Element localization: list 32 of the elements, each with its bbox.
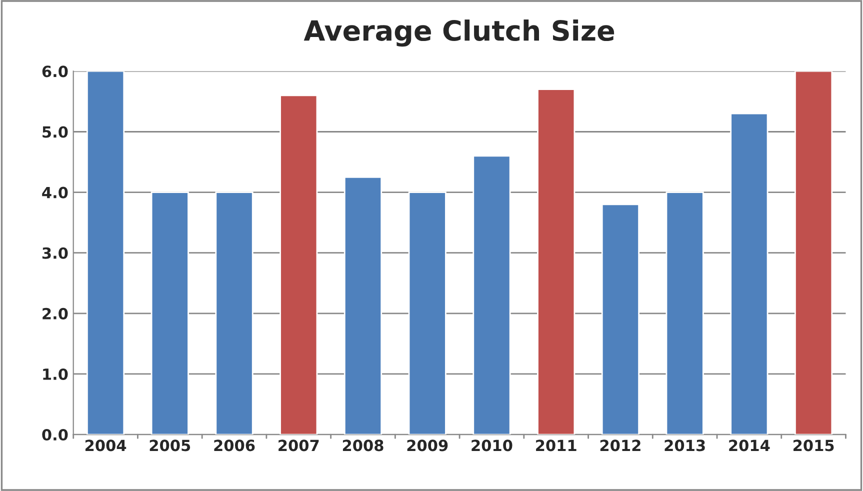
x-tick-label: 2007 <box>278 440 319 452</box>
bar <box>150 192 189 435</box>
y-tick-label: 5.0 <box>42 126 68 138</box>
bar <box>472 155 511 435</box>
bar <box>408 192 446 435</box>
chart-title: Average Clutch Size <box>304 20 614 47</box>
bar <box>86 71 125 435</box>
bar <box>280 94 318 435</box>
y-tick-label: 4.0 <box>42 186 68 198</box>
bar <box>215 192 254 435</box>
bar <box>601 204 640 435</box>
x-tick-label: 2009 <box>407 440 448 452</box>
y-tick-label: 6.0 <box>42 66 68 78</box>
bar <box>344 176 382 435</box>
x-tick-label: 2012 <box>600 440 640 452</box>
bar <box>794 71 833 435</box>
y-tick-label: 0.0 <box>42 429 68 441</box>
bar <box>537 88 576 435</box>
x-tick-label: 2005 <box>150 440 190 452</box>
bar <box>666 192 704 435</box>
y-tick-label: 3.0 <box>42 247 68 259</box>
x-tick-label: 2013 <box>664 440 705 452</box>
x-tick-label: 2015 <box>794 440 834 452</box>
bar <box>730 112 768 435</box>
y-tick-label: 1.0 <box>43 368 68 380</box>
y-tick-label: 2.0 <box>42 308 68 320</box>
x-tick-label: 2006 <box>214 440 255 452</box>
x-tick-label: 2011 <box>536 440 576 452</box>
x-tick-label: 2004 <box>85 440 126 452</box>
x-tick-label: 2008 <box>342 440 384 452</box>
x-tick-label: 2014 <box>729 440 770 452</box>
x-tick-label: 2010 <box>472 440 512 452</box>
